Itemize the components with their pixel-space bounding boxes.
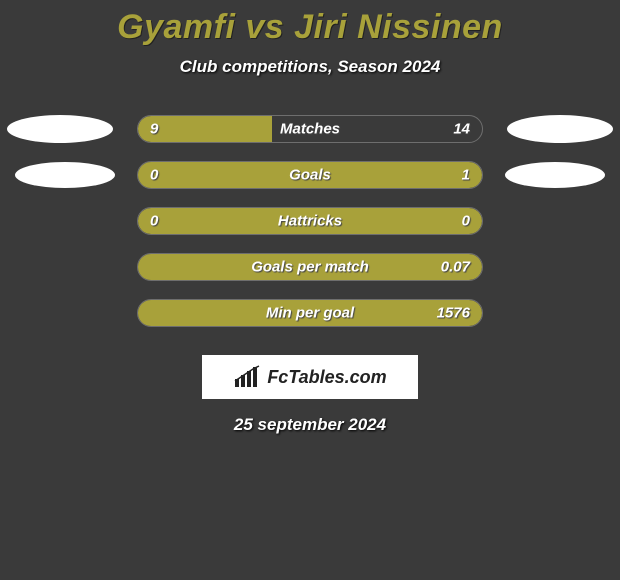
stat-bar: 0 Hattricks 0 — [137, 207, 483, 235]
stat-value-right: 1576 — [437, 305, 470, 322]
player-right-marker — [507, 115, 613, 143]
spacer — [495, 253, 601, 281]
stat-value-left: 0 — [150, 167, 158, 184]
spacer — [19, 253, 125, 281]
stat-value-right: 0 — [462, 213, 470, 230]
stat-bar: 0 Goals 1 — [137, 161, 483, 189]
page-subtitle: Club competitions, Season 2024 — [180, 57, 441, 77]
stat-bar: Min per goal 1576 — [137, 299, 483, 327]
logo-text: FcTables.com — [267, 367, 386, 388]
stat-row: 9 Matches 14 — [0, 115, 620, 143]
stat-label: Matches — [280, 121, 340, 138]
player-right-marker — [505, 162, 605, 188]
stat-label: Hattricks — [278, 213, 342, 230]
stat-value-right: 14 — [453, 121, 470, 138]
stat-value-left: 0 — [150, 213, 158, 230]
stat-label: Goals per match — [251, 259, 369, 276]
stat-bar: 9 Matches 14 — [137, 115, 483, 143]
stat-bar: Goals per match 0.07 — [137, 253, 483, 281]
stat-row: Min per goal 1576 — [0, 299, 620, 327]
stat-row: 0 Goals 1 — [0, 161, 620, 189]
stat-row: Goals per match 0.07 — [0, 253, 620, 281]
player-left-marker — [15, 162, 115, 188]
spacer — [19, 207, 125, 235]
stat-value-right: 0.07 — [441, 259, 470, 276]
chart-logo-icon — [233, 365, 261, 389]
date-text: 25 september 2024 — [234, 415, 386, 435]
spacer — [495, 207, 601, 235]
spacer — [19, 299, 125, 327]
stat-row: 0 Hattricks 0 — [0, 207, 620, 235]
stat-value-right: 1 — [462, 167, 470, 184]
player-left-marker — [7, 115, 113, 143]
page-title: Gyamfi vs Jiri Nissinen — [117, 8, 503, 47]
stat-label: Min per goal — [266, 305, 354, 322]
stat-value-left: 9 — [150, 121, 158, 138]
stat-label: Goals — [289, 167, 331, 184]
logo-box: FcTables.com — [202, 355, 418, 399]
spacer — [495, 299, 601, 327]
comparison-rows: 9 Matches 14 0 Goals 1 0 Hattricks 0 Goals per ma… — [0, 115, 620, 345]
